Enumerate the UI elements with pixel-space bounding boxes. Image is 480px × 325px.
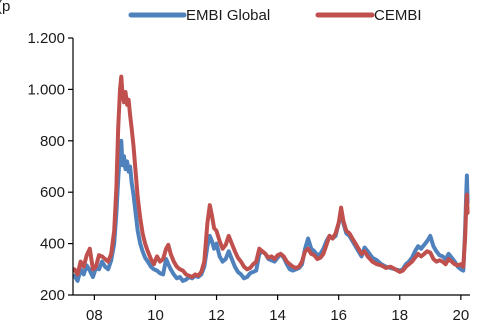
- legend-label: CEMBI: [374, 7, 422, 24]
- y-tick-label: 1.200: [27, 30, 65, 47]
- x-tick-label: 08: [86, 307, 103, 324]
- y-tick-label: 600: [40, 184, 65, 201]
- series-line-cembi: [72, 74, 470, 279]
- y-tick-label: 200: [40, 287, 65, 304]
- x-tick-label: 16: [330, 307, 347, 324]
- x-tick-label: 20: [452, 307, 469, 324]
- legend-item-embi-global: EMBI Global: [128, 7, 270, 24]
- unit-label-fragment: (p: [0, 0, 10, 15]
- x-tick-label: 10: [147, 307, 164, 324]
- series-cembi: [72, 74, 470, 279]
- x-tick-label: 14: [269, 307, 286, 324]
- x-tick-label: 18: [391, 307, 408, 324]
- legend: EMBI Global CEMBI: [128, 7, 422, 24]
- legend-item-cembi: CEMBI: [315, 7, 422, 24]
- series-layer: [72, 74, 470, 283]
- y-tick-label: 400: [40, 236, 65, 253]
- y-tick-label: 1.000: [27, 81, 65, 98]
- legend-label: EMBI Global: [186, 7, 270, 24]
- x-tick-label: 12: [208, 307, 225, 324]
- y-tick-label: 800: [40, 133, 65, 150]
- axes-layer: 200 400 600 800 1.000 1.200 08 10 12 14 16 18 20: [27, 30, 470, 324]
